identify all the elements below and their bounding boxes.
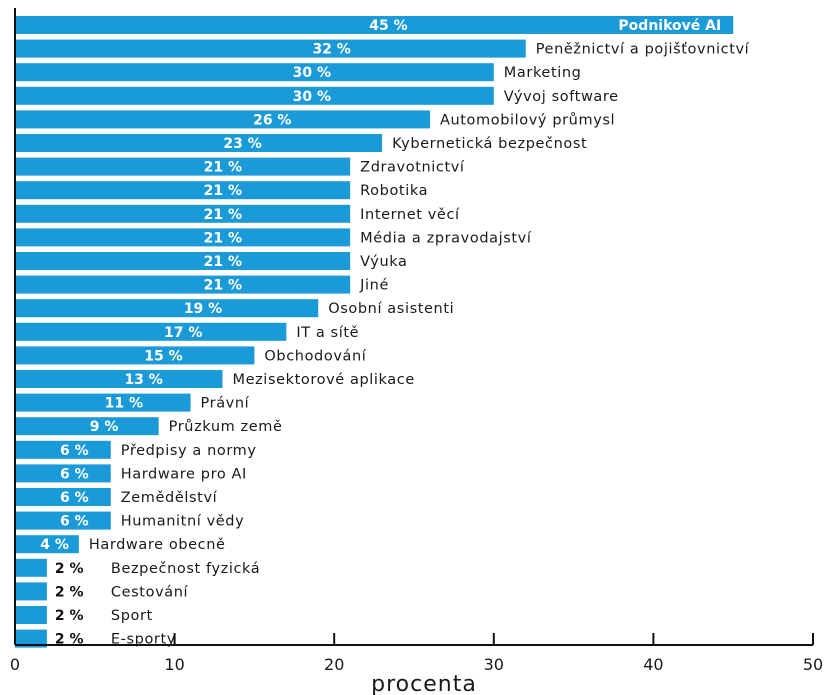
category-label: Automobilový průmysl: [440, 112, 615, 128]
category-label: Podnikové AI: [618, 18, 721, 34]
bar-value-label: 6 %: [60, 514, 89, 530]
bar: [15, 16, 734, 34]
category-label: Média a zpravodajství: [360, 230, 532, 246]
bar-value-label: 6 %: [60, 443, 89, 459]
bar-value-label: 13 %: [124, 372, 162, 388]
bar-value-label: 21 %: [204, 230, 242, 246]
bar-value-label: 4 %: [40, 537, 69, 553]
category-label: Zemědělství: [121, 490, 218, 506]
bar: [15, 464, 111, 483]
bar-value-label: 30 %: [293, 89, 331, 105]
bar-value-label: 11 %: [105, 396, 143, 412]
bar-value-label: 45 %: [369, 18, 407, 34]
bar: [15, 488, 111, 506]
x-tick-label: 20: [324, 655, 344, 674]
category-label: Humanitní vědy: [121, 514, 245, 530]
bar-value-label: 2 %: [55, 608, 84, 624]
category-label: Průzkum země: [169, 419, 283, 435]
category-label: Vývoj software: [504, 89, 619, 105]
bar-value-label: 2 %: [55, 561, 84, 577]
category-label: Osobní asistenti: [328, 301, 454, 317]
bar: [15, 417, 159, 436]
category-label: Marketing: [504, 65, 582, 81]
bar: [15, 157, 351, 176]
category-label: Právní: [201, 396, 250, 412]
bar: [15, 629, 47, 648]
bar: [15, 110, 430, 129]
bar-value-label: 30 %: [293, 65, 331, 81]
category-label: Předpisy a normy: [121, 443, 257, 459]
bar: [15, 440, 111, 459]
bars-group: 45 % Podnikové AI 32 % Peněžnictví a pojišť…: [15, 16, 750, 648]
bar: [15, 535, 79, 554]
category-label: Sport: [111, 608, 153, 624]
category-label: Obchodování: [264, 348, 366, 364]
bar-value-label: 19 %: [184, 301, 222, 317]
bar: [15, 63, 494, 82]
bar: [15, 134, 383, 152]
category-label: E-sporty: [111, 632, 176, 648]
bar-value-label: 21 %: [204, 207, 242, 223]
category-label: Výuka: [360, 254, 407, 270]
bar: [15, 558, 47, 577]
category-label: Mezisektorové aplikace: [232, 372, 414, 388]
category-label: Cestování: [111, 584, 189, 600]
bar: [15, 252, 351, 270]
category-label: Peněžnictví a pojišťovnictví: [536, 42, 750, 58]
x-tick-label: 0: [10, 655, 20, 674]
bar: [15, 511, 111, 530]
bar-value-label: 17 %: [164, 325, 202, 341]
bar: [15, 393, 191, 412]
category-label: IT a sítě: [296, 325, 359, 341]
bar: [15, 582, 47, 601]
bar-value-label: 23 %: [223, 136, 261, 152]
bar: [15, 322, 287, 341]
bar-value-label: 2 %: [55, 632, 84, 648]
bar: [15, 204, 351, 223]
x-tick-label: 40: [643, 655, 663, 674]
bar-value-label: 26 %: [253, 112, 291, 128]
bar-value-label: 32 %: [312, 42, 350, 58]
bar-value-label: 21 %: [204, 183, 242, 199]
x-axis-label: procenta: [371, 672, 477, 695]
bar: [15, 346, 255, 365]
bar: [15, 181, 351, 200]
bar-value-label: 15 %: [144, 348, 182, 364]
bar-value-label: 21 %: [204, 278, 242, 294]
bar: [15, 370, 223, 388]
category-label: Internet věcí: [360, 207, 460, 223]
category-label: Bezpečnost fyzická: [111, 561, 260, 577]
axes-group: 0 10 20 30 40 50: [10, 8, 823, 674]
bar-value-label: 21 %: [204, 160, 242, 176]
bar: [15, 275, 351, 294]
bar: [15, 299, 319, 318]
bar: [15, 39, 526, 58]
bar-value-label: 6 %: [60, 466, 89, 482]
bar: [15, 606, 47, 624]
category-label: Jiné: [359, 278, 389, 294]
x-tick-label: 10: [164, 655, 184, 674]
category-label: Zdravotnictví: [360, 160, 465, 176]
category-label: Robotika: [360, 183, 428, 199]
bar: [15, 86, 494, 105]
bar-value-label: 21 %: [204, 254, 242, 270]
bar-value-label: 2 %: [55, 584, 84, 600]
x-tick-label: 50: [803, 655, 823, 674]
x-tick-label: 30: [484, 655, 504, 674]
bar-value-label: 9 %: [90, 419, 119, 435]
bar-value-label: 6 %: [60, 490, 89, 506]
category-label: Hardware pro AI: [121, 466, 247, 482]
category-label: Kybernetická bezpečnost: [392, 136, 587, 152]
bar: [15, 228, 351, 247]
category-label: Hardware obecně: [89, 537, 226, 553]
